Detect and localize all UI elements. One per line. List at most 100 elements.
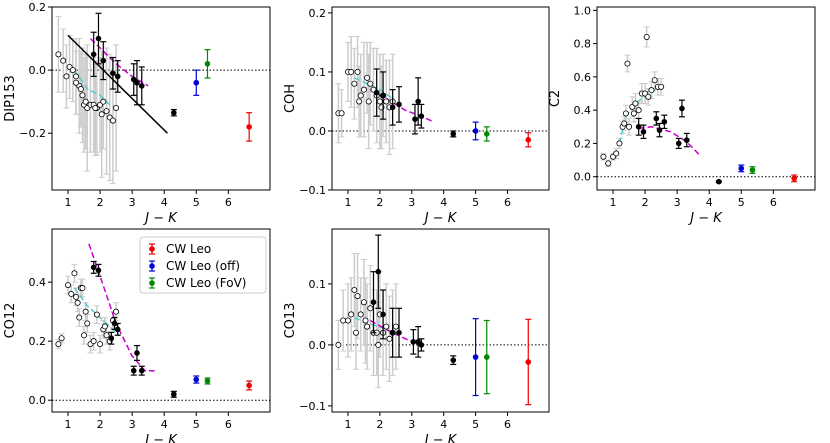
- x-tick-label: 3: [408, 196, 415, 209]
- filled-point: [114, 73, 121, 80]
- x-tick-label: 3: [674, 196, 681, 209]
- fit-line-magenta: [638, 126, 701, 156]
- fit-line-cyan: [73, 287, 120, 336]
- x-tick-label: 6: [225, 418, 232, 431]
- filled-point: [90, 51, 97, 58]
- open-point: [81, 332, 88, 339]
- x-tick-label: 2: [97, 418, 104, 431]
- filled-point: [418, 113, 425, 120]
- filled-point: [134, 350, 140, 356]
- open-point: [101, 323, 108, 330]
- open-point: [616, 140, 623, 147]
- x-tick-label: 6: [225, 196, 232, 209]
- axes-frame: [596, 6, 816, 191]
- legend-marker: [149, 246, 155, 252]
- x-tick-label: 5: [472, 418, 479, 431]
- open-point: [351, 80, 358, 87]
- filled-point: [412, 116, 418, 122]
- open-point: [344, 317, 351, 324]
- open-point: [113, 308, 120, 315]
- filled-point: [450, 357, 457, 363]
- open-point: [383, 98, 390, 105]
- legend: CW Leo CW Leo (off) CW Leo (FoV): [139, 236, 267, 294]
- x-tick-label: 2: [376, 196, 383, 209]
- open-point: [93, 311, 100, 318]
- open-point: [73, 79, 80, 86]
- x-axis-label: J − K: [142, 433, 178, 443]
- y-tick-label: 0.8: [574, 38, 592, 51]
- y-tick-label: −0.1: [299, 184, 326, 197]
- filled-point: [683, 137, 690, 143]
- legend-label: CW Leo (off): [166, 259, 240, 273]
- open-point: [354, 293, 361, 300]
- fit-line-cyan: [73, 69, 120, 109]
- point-off: [472, 354, 479, 360]
- point-fov: [749, 167, 756, 173]
- open-point: [58, 335, 65, 342]
- open-point: [362, 317, 369, 324]
- y-tick-label: 0.6: [574, 71, 592, 84]
- open-point: [55, 341, 62, 348]
- point-cwleo: [525, 359, 532, 365]
- open-point: [622, 110, 629, 117]
- y-tick-label: 0.1: [309, 278, 327, 291]
- y-axis-label: CO13: [283, 303, 298, 339]
- filled-point: [661, 118, 668, 125]
- open-point: [79, 92, 86, 99]
- axes-frame: [51, 6, 271, 191]
- open-point: [90, 338, 97, 345]
- point-fov: [204, 378, 211, 384]
- open-point: [79, 285, 86, 292]
- open-point: [360, 299, 367, 306]
- filled-point: [415, 98, 421, 105]
- open-point: [365, 98, 372, 105]
- open-point: [74, 299, 81, 306]
- open-point: [77, 86, 84, 93]
- axes-frame: [331, 228, 550, 413]
- y-axis-label: DIP153: [3, 75, 18, 122]
- plot-content: [597, 26, 815, 185]
- filled-point: [640, 128, 647, 135]
- filled-point: [635, 123, 642, 130]
- open-point: [98, 111, 105, 118]
- open-point: [376, 98, 383, 105]
- y-tick-label: 0.0: [29, 64, 47, 77]
- legend-marker: [149, 263, 155, 269]
- open-point: [357, 311, 364, 318]
- open-point: [55, 51, 62, 58]
- filled-point: [138, 83, 145, 89]
- open-point: [60, 57, 67, 64]
- filled-point: [100, 57, 107, 64]
- x-tick-label: 6: [504, 418, 511, 431]
- filled-point: [675, 140, 682, 147]
- open-point: [392, 323, 399, 330]
- plot-area: [332, 234, 549, 406]
- filled-point: [389, 329, 396, 336]
- x-tick-label: 4: [440, 196, 447, 209]
- open-point: [632, 100, 639, 107]
- y-axis-label: C2: [548, 90, 563, 107]
- open-point: [626, 123, 633, 130]
- y-axis-label: CO12: [3, 303, 18, 339]
- point-cwleo: [246, 382, 252, 389]
- open-point: [624, 60, 631, 67]
- panel-dip153: 1 2 3 4 5 6 −0.2 0.0 0.2 J − K DIP153: [3, 1, 271, 226]
- open-point: [600, 153, 607, 160]
- filled-point: [653, 115, 660, 122]
- open-point: [100, 98, 107, 105]
- x-tick-label: 2: [376, 418, 383, 431]
- filled-point: [134, 79, 140, 86]
- open-point: [375, 341, 382, 348]
- filled-point: [95, 267, 102, 274]
- y-tick-label: 0.2: [29, 1, 47, 14]
- x-tick-label: 2: [642, 196, 649, 209]
- y-tick-label: 0.0: [29, 394, 47, 407]
- filled-point: [111, 320, 118, 327]
- filled-point: [171, 391, 177, 398]
- panel-co12: 1 2 3 4 5 6 0.0 0.2 0.4 J − K CO12 CW Leo CW Leo (of…: [3, 228, 271, 443]
- open-point: [71, 270, 78, 277]
- open-point: [348, 68, 355, 75]
- x-tick-label: 4: [161, 196, 168, 209]
- axes-frame: [331, 6, 550, 191]
